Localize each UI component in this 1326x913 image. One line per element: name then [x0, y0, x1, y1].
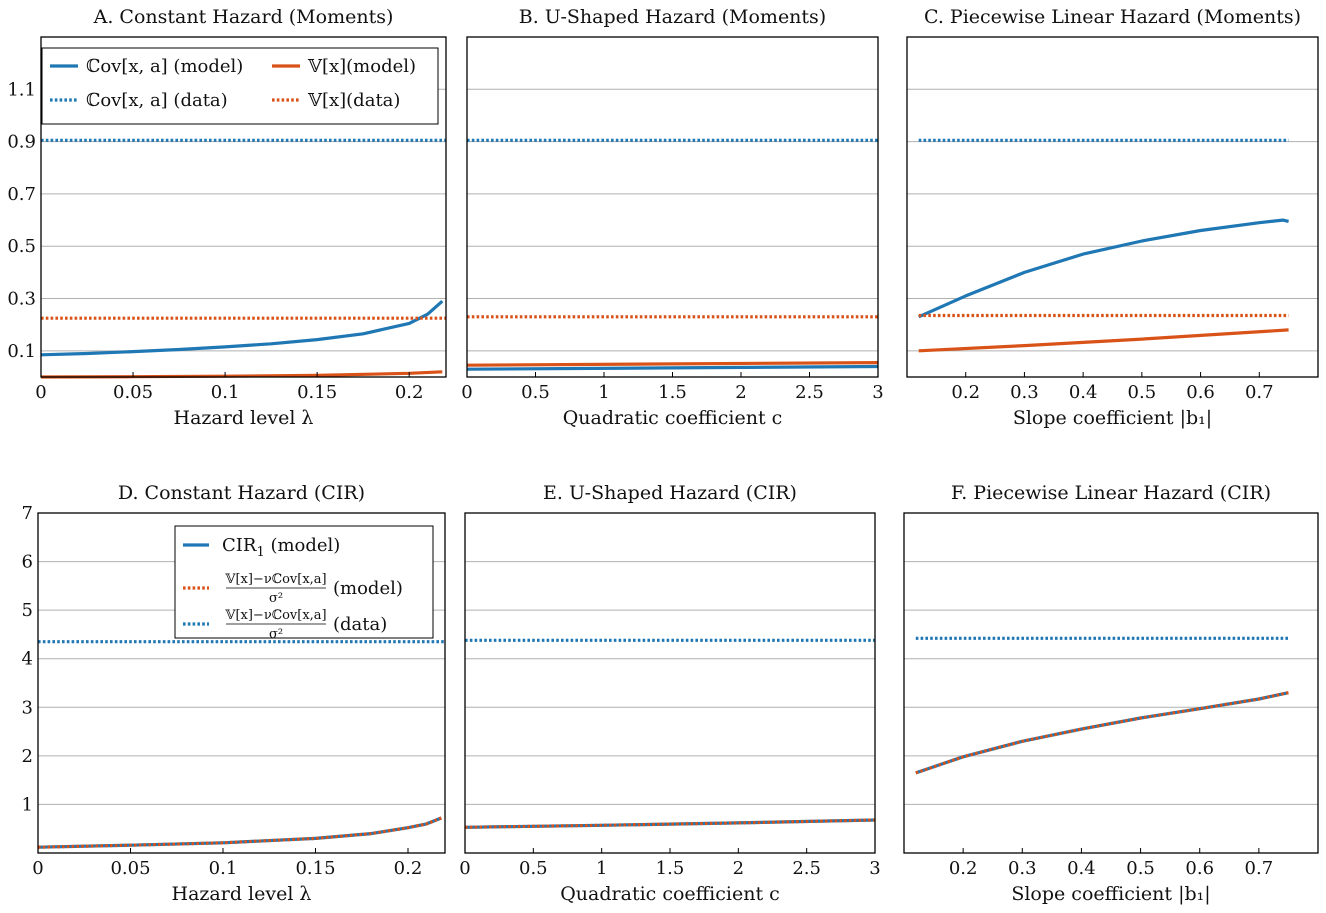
x-tick-label: 3 [869, 858, 880, 879]
x-tick-label: 0.5 [1128, 382, 1157, 403]
y-tick-label: 0.3 [7, 289, 36, 310]
x-tick-label: 0.7 [1245, 382, 1274, 403]
x-tick-label: 2 [735, 382, 746, 403]
panel-f: F. Piecewise Linear Hazard (CIR) 0.2 0.3 0.… [903, 482, 1319, 905]
chart-title: C. Piecewise Linear Hazard (Moments) [924, 6, 1301, 28]
y-tick-label: 1.1 [7, 79, 36, 100]
chart-title: E. U-Shaped Hazard (CIR) [543, 482, 797, 504]
legend-denominator: σ² [269, 627, 283, 642]
x-tick-label: 2.5 [792, 858, 821, 879]
x-tick-label: 1.5 [658, 382, 687, 403]
x-tick-label: 2.5 [795, 382, 824, 403]
chart-title: F. Piecewise Linear Hazard (CIR) [951, 482, 1271, 504]
x-tick-label: 0.15 [295, 858, 335, 879]
x-tick-label: 1 [598, 382, 609, 403]
axes-frame [40, 36, 447, 378]
series-line [40, 370, 443, 379]
x-tick-label: 0.2 [395, 382, 424, 403]
y-tick-label: 0.7 [7, 184, 36, 205]
x-tick-label: 0.05 [110, 858, 150, 879]
x-axis-label: Hazard level λ [174, 407, 314, 429]
x-tick-label: 0 [32, 858, 43, 879]
legend-label: 𝕍[x](model) [307, 56, 416, 77]
chart-title: B. U-Shaped Hazard (Moments) [519, 6, 826, 28]
x-tick-label: 1 [596, 858, 607, 879]
axes-frame [466, 36, 879, 378]
legend-label: ℂov[x, a] (model) [86, 56, 243, 77]
x-tick-label: 0.5 [519, 858, 548, 879]
series-line [466, 361, 879, 367]
x-axis-label: Quadratic coefficient c [560, 883, 780, 905]
axes-frame [464, 512, 876, 854]
legend-denominator: σ² [269, 591, 283, 606]
axes-frame [37, 512, 446, 854]
legend-numerator: 𝕍[x]−νℂov[x,a] [224, 572, 326, 587]
series-line [37, 816, 442, 849]
legend-label: 𝕍[x](data) [307, 90, 400, 111]
panel-c: C. Piecewise Linear Hazard (Moments) 0.2 0… [906, 6, 1319, 429]
legend-label: (model) [333, 578, 403, 599]
x-tick-label: 0.05 [113, 382, 153, 403]
x-axis-label: Slope coefficient |b₁| [1011, 883, 1210, 905]
x-axis-label: Quadratic coefficient c [563, 407, 783, 429]
x-tick-label: 2 [733, 858, 744, 879]
y-tick-label: 0.9 [7, 132, 36, 153]
y-tick-label: 0.1 [7, 341, 36, 362]
y-tick-label: 1 [22, 794, 33, 815]
chart-title: A. Constant Hazard (Moments) [93, 6, 394, 28]
x-tick-label: 0.3 [1008, 858, 1037, 879]
x-axis-label: Hazard level λ [172, 883, 312, 905]
x-tick-label: 1.5 [656, 858, 685, 879]
series-line [464, 818, 876, 829]
x-tick-label: 0.2 [949, 858, 978, 879]
y-tick-label: 5 [22, 600, 33, 621]
x-tick-label: 0.1 [211, 382, 240, 403]
series-line [918, 328, 1289, 353]
axes-frame [903, 512, 1319, 854]
panel-b: B. U-Shaped Hazard (Moments) 0 0.5 1 1.5 2 2.5… [461, 6, 883, 429]
x-tick-label: 0.4 [1069, 382, 1098, 403]
x-tick-label: 0.5 [1126, 858, 1155, 879]
axes-frame [906, 36, 1319, 378]
x-tick-label: 0.2 [394, 858, 423, 879]
series-line [464, 818, 876, 829]
legend-label: CIR1 (model) [222, 535, 340, 560]
x-tick-label: 0.6 [1185, 858, 1214, 879]
x-tick-label: 0 [35, 382, 46, 403]
x-tick-label: 0.1 [209, 858, 238, 879]
x-tick-label: 0.5 [521, 382, 550, 403]
series-line [915, 691, 1289, 775]
legend-label: (data) [333, 614, 387, 635]
x-tick-label: 0 [461, 382, 472, 403]
chart-title: D. Constant Hazard (CIR) [118, 482, 365, 504]
legend-cir: CIR1 (model) 𝕍[x]−νℂov[x,a] σ² (model) 𝕍[x]−… [174, 525, 434, 642]
series-line [466, 364, 879, 371]
y-tick-label: 4 [22, 649, 33, 670]
y-tick-label: 7 [22, 503, 33, 524]
x-tick-label: 0.4 [1067, 858, 1096, 879]
x-tick-label: 0.6 [1186, 382, 1215, 403]
panel-e: E. U-Shaped Hazard (CIR) 0 0.5 1 1.5 2 2.5 3 Qua… [459, 482, 880, 905]
x-tick-label: 0 [459, 858, 470, 879]
series-line [915, 691, 1289, 775]
series-line [918, 218, 1289, 319]
legend-moments: ℂov[x, a] (model) 𝕍[x](model) ℂov[x, a] (d… [41, 47, 439, 125]
y-tick-label: 3 [22, 697, 33, 718]
x-tick-label: 0.3 [1010, 382, 1039, 403]
x-tick-label: 3 [872, 382, 883, 403]
legend-label: ℂov[x, a] (data) [86, 90, 228, 111]
legend-numerator: 𝕍[x]−νℂov[x,a] [224, 608, 326, 623]
y-tick-label: 6 [22, 552, 33, 573]
x-axis-label: Slope coefficient |b₁| [1013, 407, 1212, 429]
y-tick-label: 2 [22, 746, 33, 767]
x-tick-label: 0.15 [297, 382, 337, 403]
y-tick-label: 0.5 [7, 236, 36, 257]
x-tick-label: 0.2 [951, 382, 980, 403]
series-line [40, 300, 444, 357]
x-tick-label: 0.7 [1245, 858, 1274, 879]
